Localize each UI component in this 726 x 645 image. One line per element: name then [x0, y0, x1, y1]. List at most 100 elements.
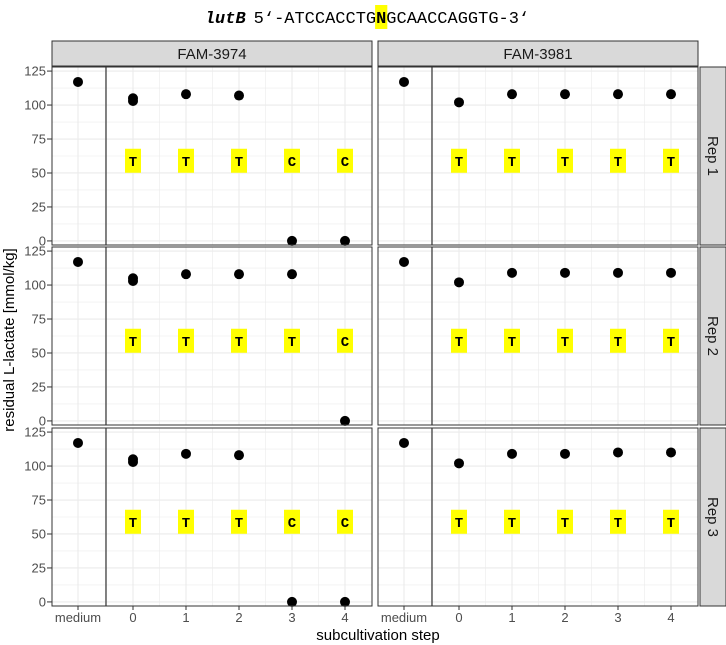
data-point — [73, 437, 83, 448]
base-highlight — [451, 328, 467, 353]
base-highlight — [504, 509, 520, 534]
base-highlight — [504, 148, 520, 173]
y-tick-label: 0 — [39, 413, 46, 428]
base-label: T — [614, 155, 622, 171]
x-tick-label: 0 — [455, 610, 462, 625]
sequence-prefix: 5‘-ATCCACCTG — [254, 10, 376, 29]
base-highlight — [284, 328, 300, 353]
base-highlight — [284, 148, 300, 173]
base-label: T — [455, 516, 463, 532]
y-tick-label: 75 — [32, 312, 46, 327]
base-highlight — [178, 328, 194, 353]
base-label: C — [288, 516, 297, 532]
data-point — [73, 76, 83, 87]
base-label: T — [561, 516, 569, 532]
y-tick-label: 50 — [32, 165, 46, 180]
x-tick-label: medium — [381, 610, 427, 625]
sequence-title: lutB 5‘-ATCCACCTGNGCAACCAGGTG-3‘ — [205, 10, 529, 29]
gene-name: lutB — [205, 10, 246, 29]
data-point — [234, 90, 244, 101]
data-point — [454, 97, 464, 108]
data-point — [287, 596, 297, 607]
data-point — [287, 235, 297, 246]
base-label: T — [455, 155, 463, 171]
panel-border — [377, 66, 699, 246]
y-tick-label: 25 — [32, 560, 46, 575]
x-tick-label: 1 — [182, 610, 189, 625]
base-label: T — [129, 335, 137, 351]
data-point — [128, 275, 138, 286]
base-label: C — [341, 516, 350, 532]
base-highlight — [231, 148, 247, 173]
base-highlight — [284, 509, 300, 534]
x-axis-title: subcultivation step — [316, 627, 439, 644]
data-point — [181, 89, 191, 100]
base-highlight — [231, 509, 247, 534]
variant-highlight — [375, 5, 388, 29]
data-point — [507, 448, 517, 459]
data-point — [507, 267, 517, 278]
panel-border — [51, 246, 373, 426]
data-point — [340, 235, 350, 246]
x-tick-label: 3 — [288, 610, 295, 625]
y-tick-label: 100 — [24, 98, 46, 113]
data-point — [234, 450, 244, 461]
base-label: C — [341, 155, 350, 171]
base-highlight — [663, 509, 679, 534]
base-label: T — [561, 335, 569, 351]
base-label: T — [235, 335, 243, 351]
base-label: T — [235, 516, 243, 532]
data-point — [613, 267, 623, 278]
data-point — [234, 269, 244, 280]
base-label: T — [235, 155, 243, 171]
base-label: T — [288, 335, 296, 351]
base-highlight — [451, 509, 467, 534]
base-highlight — [125, 509, 141, 534]
data-point — [454, 277, 464, 288]
x-tick-label: 4 — [667, 610, 674, 625]
panel-border — [51, 427, 373, 607]
y-tick-label: 100 — [24, 278, 46, 293]
data-point — [340, 415, 350, 426]
data-point — [560, 448, 570, 459]
base-highlight — [504, 328, 520, 353]
panel-border — [51, 66, 373, 246]
y-tick-label: 100 — [24, 459, 46, 474]
sequence-suffix: GCAACCAGGTG-3‘ — [386, 10, 529, 29]
sequence-variant: N — [376, 10, 386, 29]
y-tick-label: 75 — [32, 132, 46, 147]
base-highlight — [557, 148, 573, 173]
base-highlight — [663, 148, 679, 173]
y-tick-label: 125 — [24, 64, 46, 79]
y-tick-label: 50 — [32, 526, 46, 541]
column-strip-label: FAM-3974 — [177, 46, 246, 63]
data-point — [73, 256, 83, 267]
base-highlight — [337, 148, 353, 173]
panel-border — [377, 246, 699, 426]
data-point — [666, 89, 676, 100]
data-point — [454, 458, 464, 469]
base-highlight — [231, 328, 247, 353]
base-label: T — [182, 155, 190, 171]
data-point — [181, 448, 191, 459]
base-highlight — [125, 328, 141, 353]
base-highlight — [451, 148, 467, 173]
row-strip-2 — [699, 427, 726, 607]
x-tick-label: medium — [55, 610, 101, 625]
base-highlight — [610, 328, 626, 353]
row-strip-label: Rep 1 — [704, 136, 721, 176]
column-strip-label: FAM-3981 — [503, 46, 572, 63]
base-label: T — [508, 516, 516, 532]
y-tick-label: 50 — [32, 345, 46, 360]
column-strip-0 — [51, 40, 373, 67]
base-label: T — [667, 155, 675, 171]
x-tick-label: 3 — [614, 610, 621, 625]
data-point — [560, 267, 570, 278]
x-tick-label: 2 — [561, 610, 568, 625]
y-tick-label: 125 — [24, 244, 46, 259]
chart-title: lutB 5‘-ATCCACCTGNGCAACCAGGTG-3‘ — [205, 5, 529, 29]
